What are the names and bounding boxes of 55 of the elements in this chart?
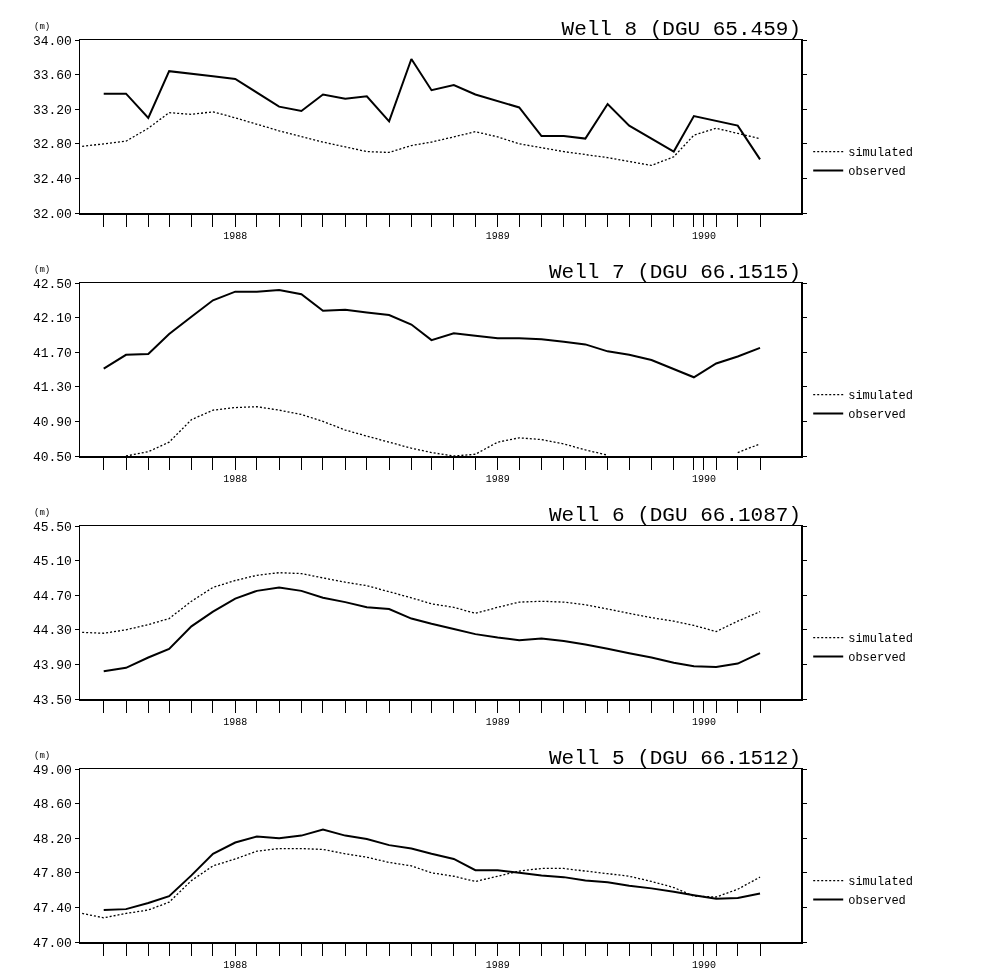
y-tick-label: 45.10 — [32, 554, 72, 570]
y-tick-label: 48.20 — [32, 831, 72, 847]
legend-label: observed — [848, 894, 906, 909]
x-tick-label: 1990 — [691, 959, 716, 971]
y-tick-label: 33.20 — [32, 102, 72, 118]
y-tick-label: 42.50 — [32, 276, 72, 292]
x-tick-label: 1989 — [485, 959, 510, 971]
y-tick-label: 44.70 — [32, 588, 72, 604]
y-tick-label: 49.00 — [32, 762, 72, 778]
y-tick-label: 47.00 — [32, 935, 72, 951]
y-tick-label: 43.50 — [32, 692, 72, 708]
line-series — [102, 288, 762, 379]
y-tick-label: 45.50 — [32, 519, 72, 535]
y-tick-label: 40.50 — [32, 449, 72, 465]
x-tick-label: 1990 — [691, 230, 716, 242]
y-tick-label: 33.60 — [32, 68, 72, 84]
line-series — [102, 586, 762, 673]
y-tick-label: 43.90 — [32, 657, 72, 673]
legend-label: simulated — [848, 389, 914, 404]
legend-label: observed — [848, 651, 906, 666]
legend-label: simulated — [848, 875, 914, 890]
chart-title: Well 8 (DGU 65.459) — [561, 18, 801, 41]
y-axis-title: (m) — [34, 751, 51, 761]
y-tick-label: 41.30 — [32, 380, 72, 396]
legend-label: observed — [848, 408, 906, 423]
x-tick-label: 1988 — [223, 230, 248, 242]
y-tick-label: 44.30 — [32, 623, 72, 639]
chart-title: Well 7 (DGU 66.1515) — [548, 261, 801, 284]
y-tick-label: 42.10 — [32, 311, 72, 327]
x-tick-label: 1989 — [485, 716, 510, 728]
x-tick-label: 1988 — [223, 473, 248, 485]
legend-label: simulated — [848, 632, 914, 647]
x-tick-label: 1989 — [485, 473, 510, 485]
x-tick-label: 1988 — [223, 716, 248, 728]
y-tick-label: 48.60 — [32, 797, 72, 813]
legend-label: observed — [848, 165, 906, 180]
x-tick-label: 1990 — [691, 716, 716, 728]
x-tick-label: 1989 — [485, 230, 510, 242]
y-axis-title: (m) — [34, 22, 51, 32]
y-tick-label: 41.70 — [32, 345, 72, 361]
y-tick-label: 34.00 — [32, 33, 72, 49]
chart-title: Well 5 (DGU 66.1512) — [548, 747, 801, 770]
legend-label: simulated — [848, 146, 914, 161]
y-tick-label: 47.80 — [32, 866, 72, 882]
y-axis-title: (m) — [34, 508, 51, 518]
y-tick-label: 32.00 — [32, 206, 72, 222]
y-tick-label: 40.90 — [32, 414, 72, 430]
line-series — [81, 572, 761, 634]
chart-title: Well 6 (DGU 66.1087) — [548, 504, 801, 527]
y-tick-label: 32.40 — [32, 171, 72, 187]
y-tick-label: 32.80 — [32, 137, 72, 153]
y-axis-title: (m) — [34, 265, 51, 275]
x-tick-label: 1988 — [223, 959, 248, 971]
x-tick-label: 1990 — [691, 473, 716, 485]
y-tick-label: 47.40 — [32, 900, 72, 916]
